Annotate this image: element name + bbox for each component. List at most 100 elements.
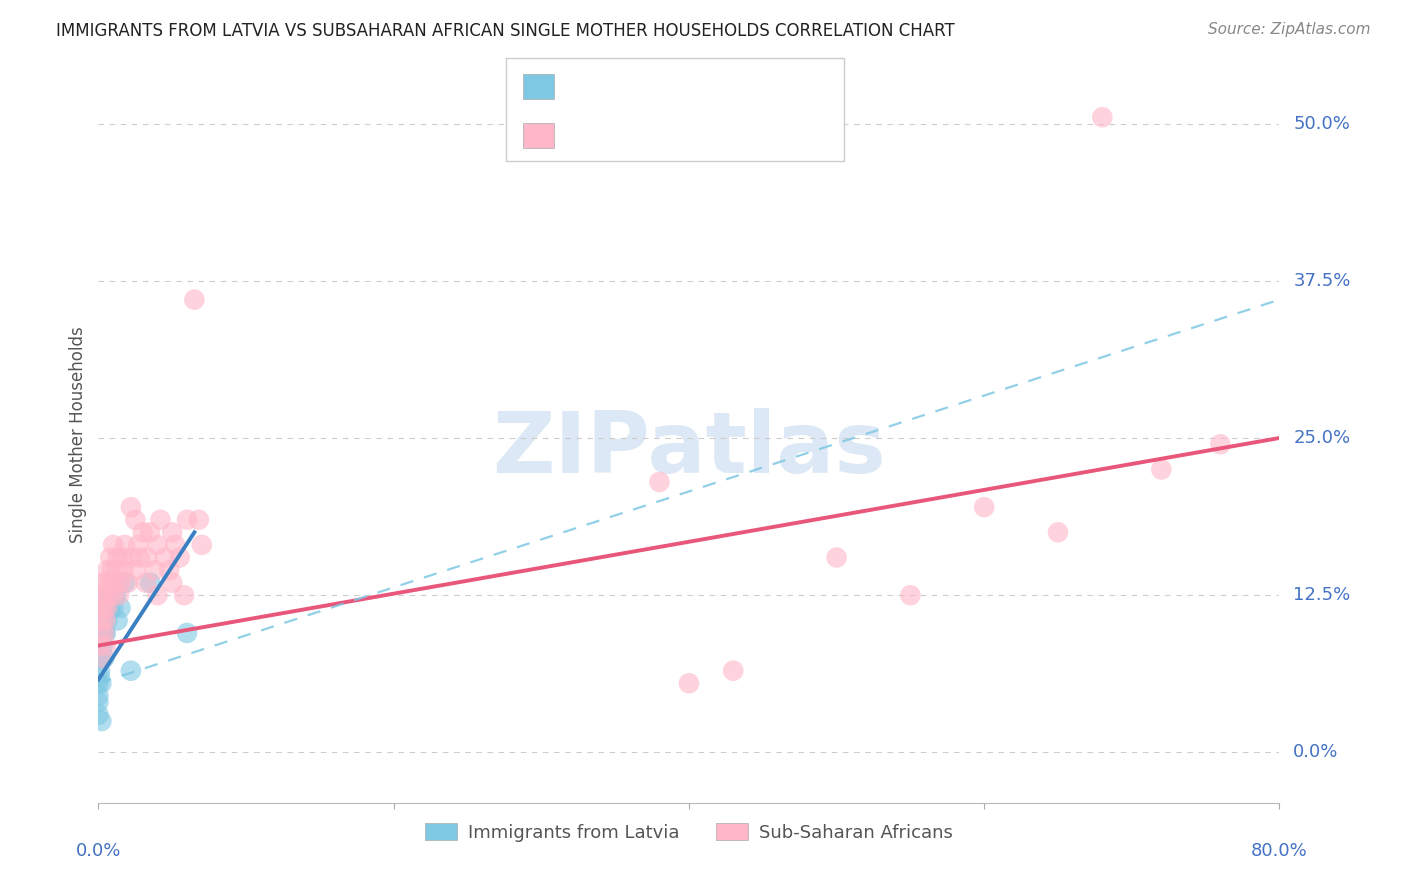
Point [162,575,183,590]
Point [139,575,162,590]
Point [162,525,183,540]
Point [94,575,117,590]
Point [149,513,172,527]
Point [89,670,111,684]
Point [128,550,150,565]
Point [678,676,700,690]
Point [90,626,112,640]
Point [98,575,121,590]
Point [117,575,139,590]
Point [135,575,157,590]
Point [176,626,198,640]
Point [91,639,114,653]
Point [90,600,112,615]
Text: R = 0.476: R = 0.476 [567,77,673,96]
Point [90,676,112,690]
Point [94,614,117,628]
Text: 0.0%: 0.0% [76,842,121,860]
Point [103,600,125,615]
Point [153,550,176,565]
Point [825,550,848,565]
Point [173,588,195,602]
Point [973,500,995,515]
Point [98,600,121,615]
Point [87,695,110,709]
Point [104,575,127,590]
Point [100,563,122,577]
Text: 0.0%: 0.0% [1294,744,1339,762]
Text: Source: ZipAtlas.com: Source: ZipAtlas.com [1208,22,1371,37]
Text: 37.5%: 37.5% [1294,272,1351,290]
Text: 25.0%: 25.0% [1294,429,1351,447]
Point [111,550,134,565]
Point [157,563,180,577]
Point [127,538,149,552]
Point [139,525,162,540]
Point [723,664,745,678]
Point [132,525,155,540]
Point [183,293,205,307]
Point [87,689,110,703]
Point [91,614,114,628]
Point [124,513,146,527]
Point [90,588,112,602]
Point [136,550,159,565]
Text: N = 67: N = 67 [724,126,797,145]
Point [91,600,114,615]
Point [120,500,142,515]
Text: 80.0%: 80.0% [1251,842,1308,860]
Point [91,614,114,628]
Point [93,600,115,615]
Point [120,550,142,565]
Point [93,588,115,602]
Point [112,563,135,577]
Point [97,588,120,602]
Point [108,588,131,602]
Point [146,588,169,602]
Point [105,563,128,577]
Point [96,600,118,615]
Point [87,676,110,690]
Text: IMMIGRANTS FROM LATVIA VS SUBSAHARAN AFRICAN SINGLE MOTHER HOUSEHOLDS CORRELATIO: IMMIGRANTS FROM LATVIA VS SUBSAHARAN AFR… [56,22,955,40]
Point [176,513,198,527]
Point [91,651,114,665]
Point [89,614,111,628]
Point [165,538,187,552]
Point [90,714,112,728]
Point [90,626,112,640]
Point [105,588,128,602]
Text: ZIPatlas: ZIPatlas [492,408,886,491]
Point [94,639,117,653]
Point [120,664,142,678]
Point [1091,110,1114,124]
Point [124,563,146,577]
Point [114,575,136,590]
Point [93,651,115,665]
Point [89,651,111,665]
Text: N = 27: N = 27 [724,77,797,96]
Point [96,614,118,628]
Point [110,575,132,590]
Point [93,626,115,640]
Point [103,538,125,552]
Point [89,639,111,653]
Text: R = 0.533: R = 0.533 [567,126,673,145]
Point [103,588,125,602]
Point [94,626,117,640]
Point [191,538,214,552]
Point [146,538,169,552]
Point [98,550,121,565]
Point [648,475,671,489]
Point [91,575,114,590]
Y-axis label: Single Mother Households: Single Mother Households [69,326,87,543]
Point [900,588,922,602]
Point [91,600,114,615]
Point [89,664,111,678]
Point [169,550,191,565]
Point [87,707,110,722]
Point [1046,525,1070,540]
Point [93,626,115,640]
Point [110,600,132,615]
Text: 12.5%: 12.5% [1294,586,1351,604]
Point [107,550,129,565]
